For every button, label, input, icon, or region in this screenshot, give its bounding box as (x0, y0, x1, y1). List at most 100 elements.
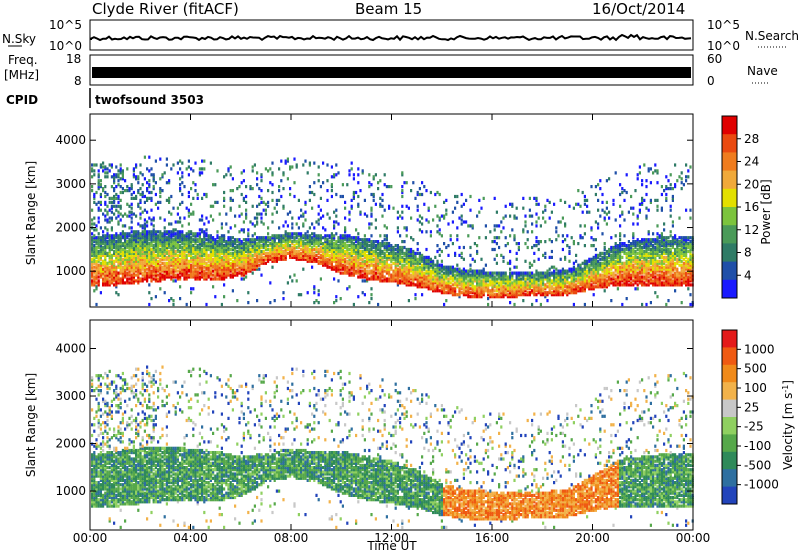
heatmap-cell (568, 268, 570, 271)
heatmap-cell (192, 181, 194, 184)
heatmap-cell (164, 262, 166, 265)
heatmap-cell (205, 217, 207, 220)
heatmap-cell (535, 240, 537, 243)
heatmap-cell (210, 205, 212, 208)
heatmap-cell (318, 222, 320, 225)
freq-trace (92, 67, 691, 78)
heatmap-cell (111, 217, 113, 220)
heatmap-cell (258, 213, 260, 216)
heatmap-cell (172, 238, 174, 241)
heatmap-cell (421, 230, 423, 233)
heatmap-cell (500, 272, 502, 275)
heatmap-cell (260, 201, 262, 204)
heatmap-cell (91, 185, 93, 188)
heatmap-cell (223, 244, 225, 247)
heatmap-cell (139, 224, 141, 227)
heatmap-cell (93, 169, 95, 172)
heatmap-cell (500, 220, 502, 223)
heatmap-cell (335, 163, 337, 166)
heatmap-cell (113, 234, 115, 237)
heatmap-cell (516, 258, 518, 261)
heatmap-cell (573, 303, 575, 306)
heatmap-cell (161, 173, 163, 176)
heatmap-cell (181, 181, 183, 184)
heatmap-cell (386, 277, 388, 280)
heatmap-cell (241, 272, 243, 275)
heatmap-cell (168, 179, 170, 182)
heatmap-cell (179, 258, 181, 261)
heatmap-cell (309, 162, 311, 165)
heatmap-cell (241, 213, 243, 216)
heatmap-cell (122, 230, 124, 233)
beam-title: Beam 15 (355, 0, 422, 18)
heatmap-cell (544, 283, 546, 286)
heatmap-cell (104, 218, 106, 221)
heatmap-cell (337, 236, 339, 239)
heatmap-cell (188, 222, 190, 225)
noise-tick-left-bottom: 10^0 (49, 39, 82, 53)
heatmap-cell (256, 299, 258, 302)
heatmap-cell (472, 295, 474, 298)
heatmap-cell (115, 205, 117, 208)
heatmap-cell (252, 165, 254, 168)
heatmap-cell (153, 185, 155, 188)
heatmap-cell (260, 179, 262, 182)
heatmap-cell (421, 217, 423, 220)
heatmap-cell (406, 181, 408, 184)
heatmap-cell (252, 238, 254, 241)
heatmap-cell (597, 209, 599, 212)
heatmap-cell (153, 266, 155, 269)
heatmap-cell (188, 260, 190, 263)
heatmap-cell (102, 213, 104, 216)
heatmap-cell (256, 171, 258, 174)
heatmap-cell (302, 163, 304, 166)
heatmap-cell (463, 268, 465, 271)
heatmap-cell (540, 303, 542, 306)
heatmap-cell (439, 217, 441, 220)
heatmap-cell (159, 217, 161, 220)
heatmap-cell (150, 222, 152, 225)
heatmap-cell (230, 274, 232, 277)
heatmap-cell (577, 189, 579, 192)
heatmap-cell (172, 228, 174, 231)
heatmap-cell (106, 205, 108, 208)
heatmap-cell (502, 285, 504, 288)
heatmap-cell (599, 252, 601, 255)
heatmap-cell (274, 299, 276, 302)
heatmap-cell (450, 285, 452, 288)
heatmap-cell (450, 234, 452, 237)
heatmap-cell (135, 175, 137, 178)
heatmap-cell (586, 205, 588, 208)
heatmap-cell (293, 274, 295, 277)
heatmap-cell (417, 205, 419, 208)
heatmap-cell (260, 220, 262, 223)
heatmap-cell (368, 277, 370, 280)
heatmap-cell (164, 291, 166, 294)
heatmap-cell (98, 250, 100, 253)
heatmap-cell (104, 165, 106, 168)
heatmap-cell (500, 254, 502, 257)
heatmap-cell (269, 181, 271, 184)
heatmap-cell (513, 303, 515, 306)
heatmap-cell (582, 236, 584, 239)
heatmap-cell (144, 218, 146, 221)
heatmap-cell (593, 293, 595, 296)
heatmap-cell (461, 193, 463, 196)
heatmap-cell (188, 165, 190, 168)
heatmap-cell (428, 207, 430, 210)
heatmap-cell (91, 258, 93, 261)
heatmap-cell (122, 187, 124, 190)
heatmap-cell (375, 272, 377, 275)
heatmap-cell (267, 248, 269, 251)
heatmap-cell (131, 274, 133, 277)
heatmap-cell (498, 246, 500, 249)
heatmap-cell (441, 234, 443, 237)
heatmap-cell (252, 205, 254, 208)
heatmap-cell (309, 191, 311, 194)
heatmap-cell (150, 297, 152, 300)
heatmap-cell (252, 169, 254, 172)
heatmap-cell (346, 183, 348, 186)
heatmap-cell (463, 203, 465, 206)
heatmap-cell (461, 205, 463, 208)
heatmap-cell (291, 232, 293, 235)
